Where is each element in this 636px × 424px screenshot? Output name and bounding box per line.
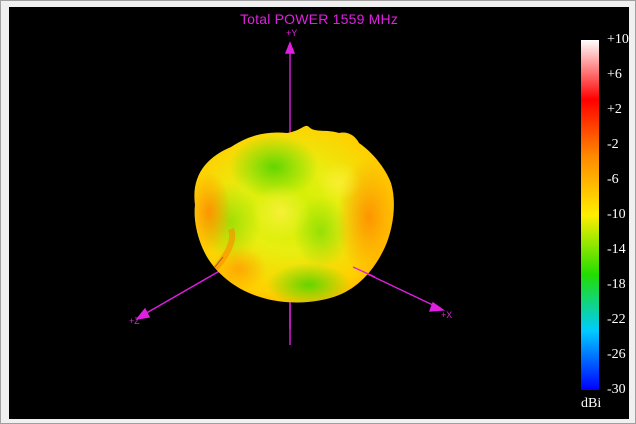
x-axis-label: +X xyxy=(441,310,452,320)
colorbar-tick-label: -6 xyxy=(607,172,619,187)
colorbar-tick-label: +6 xyxy=(607,67,622,82)
colorbar-tick-label: -18 xyxy=(607,277,626,292)
colorbar-tick-label: -10 xyxy=(607,207,626,222)
colorbar-tick-label: +2 xyxy=(607,102,622,117)
x-axis-arrow xyxy=(428,301,446,312)
x-axis-front xyxy=(352,266,376,278)
colorbar-unit: dBi xyxy=(581,396,602,411)
z-axis-label: +Z xyxy=(129,316,140,326)
colorbar-tick-label: -30 xyxy=(607,382,626,397)
radiation-pattern-viewport[interactable]: Total POWER 1559 MHz xyxy=(9,7,629,419)
z-axis-line xyxy=(142,268,224,316)
plot-title: Total POWER 1559 MHz xyxy=(239,11,399,27)
dbi-colorbar xyxy=(581,40,599,390)
colorbar-tick-label: -14 xyxy=(607,242,626,257)
y-axis-label: +Y xyxy=(286,28,297,38)
radiation-pattern-solid xyxy=(194,125,394,303)
y-axis-arrow xyxy=(284,41,296,54)
3d-pattern-scene: +Y +Z +X xyxy=(129,28,452,345)
colorbar-tick-label: -22 xyxy=(607,312,626,327)
colorbar-tick-label: -2 xyxy=(607,137,619,152)
z-axis-arrow xyxy=(135,307,151,320)
colorbar-tick-label: +10 xyxy=(607,32,629,47)
colorbar-tick-label: -26 xyxy=(607,347,626,362)
